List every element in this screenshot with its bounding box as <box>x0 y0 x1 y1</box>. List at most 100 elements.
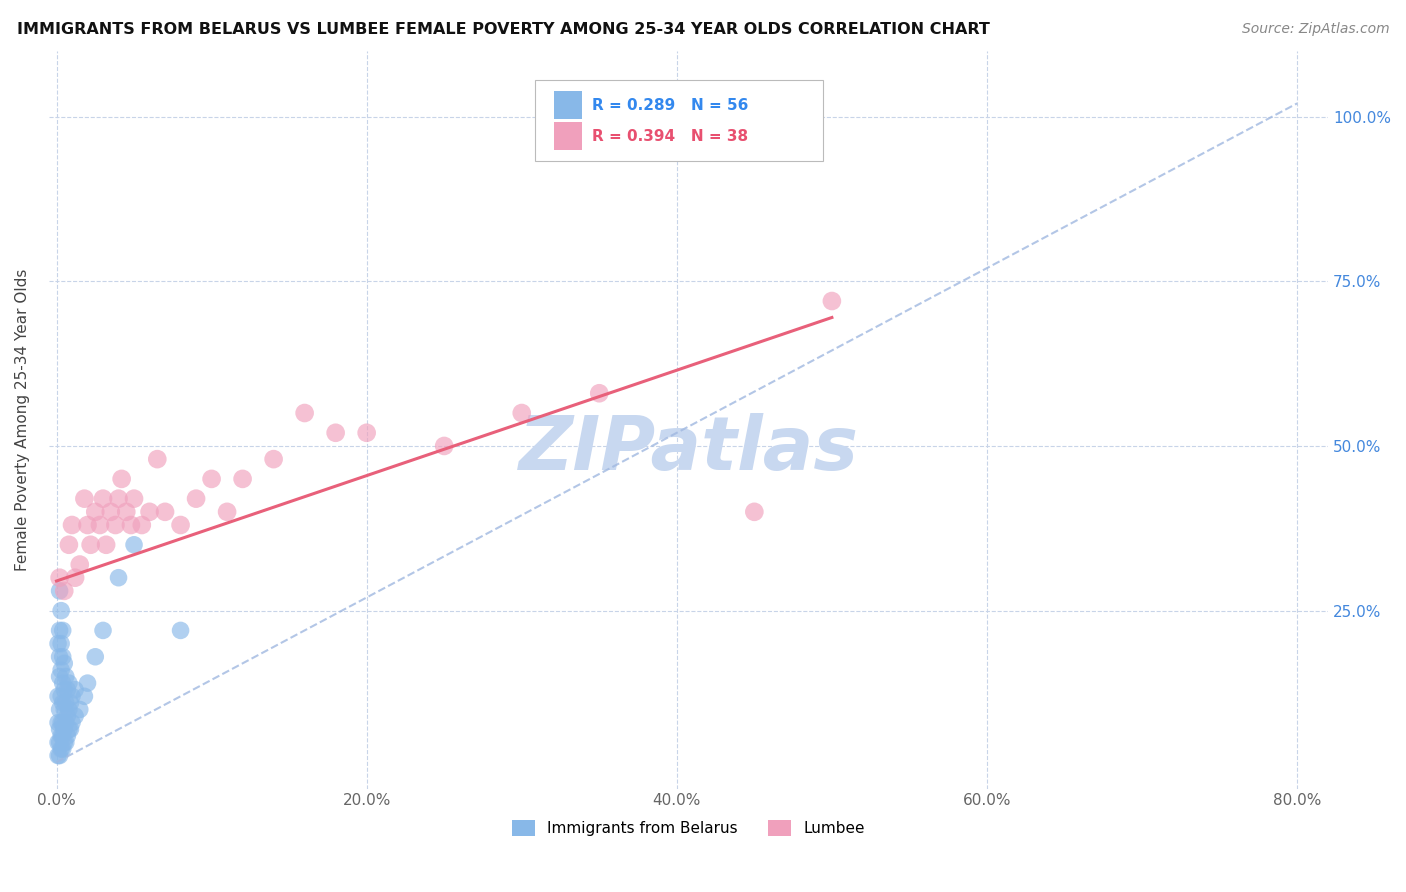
Point <box>69 702 91 716</box>
Point <box>59 723 82 737</box>
Point <box>76 676 98 690</box>
Point <box>91 491 114 506</box>
Point <box>49 663 72 677</box>
Point <box>89 518 111 533</box>
Point <box>111 472 134 486</box>
Point <box>48 649 70 664</box>
Point <box>48 702 70 716</box>
Point <box>63 709 86 723</box>
Point <box>63 682 86 697</box>
Point <box>56 729 79 743</box>
Point <box>104 518 127 533</box>
Point <box>49 729 72 743</box>
Point <box>55 669 77 683</box>
Point <box>63 571 86 585</box>
Point <box>60 715 83 730</box>
Point <box>48 669 70 683</box>
Point <box>48 748 70 763</box>
Point <box>73 690 96 704</box>
Point <box>131 518 153 533</box>
Point <box>49 715 72 730</box>
Point <box>153 505 176 519</box>
Bar <box>554 91 582 120</box>
Point <box>232 472 254 486</box>
Point <box>263 452 285 467</box>
Point <box>79 538 101 552</box>
Point <box>73 491 96 506</box>
Point <box>48 735 70 749</box>
Point <box>48 571 70 585</box>
Point <box>48 723 70 737</box>
Point <box>48 583 70 598</box>
Text: R = 0.394   N = 38: R = 0.394 N = 38 <box>592 128 748 144</box>
Point <box>433 439 456 453</box>
Text: R = 0.289   N = 56: R = 0.289 N = 56 <box>592 98 749 112</box>
Point <box>169 624 191 638</box>
Point <box>107 571 129 585</box>
Point <box>100 505 122 519</box>
Point <box>510 406 533 420</box>
Point <box>120 518 142 533</box>
Point <box>53 735 76 749</box>
Point <box>52 649 75 664</box>
Point <box>69 558 91 572</box>
Point <box>138 505 160 519</box>
Point <box>49 637 72 651</box>
Point <box>53 657 76 671</box>
Point <box>56 709 79 723</box>
Point <box>76 518 98 533</box>
Point <box>122 538 145 552</box>
Point <box>325 425 347 440</box>
Point <box>55 696 77 710</box>
Point <box>84 505 107 519</box>
Point <box>146 452 169 467</box>
Point <box>58 723 80 737</box>
Point <box>122 491 145 506</box>
Point <box>184 491 207 506</box>
Point <box>94 538 117 552</box>
Point <box>59 696 82 710</box>
Point <box>48 624 70 638</box>
Point <box>46 637 69 651</box>
Point <box>294 406 316 420</box>
Point <box>49 742 72 756</box>
Point <box>46 748 69 763</box>
Point <box>56 682 79 697</box>
Y-axis label: Female Poverty Among 25-34 Year Olds: Female Poverty Among 25-34 Year Olds <box>15 268 30 571</box>
Point <box>58 702 80 716</box>
Point <box>588 386 610 401</box>
Point <box>52 742 75 756</box>
Point <box>217 505 239 519</box>
Point <box>52 624 75 638</box>
Point <box>115 505 138 519</box>
Point <box>744 505 766 519</box>
Point <box>53 682 76 697</box>
Point <box>52 696 75 710</box>
Point <box>60 690 83 704</box>
Point <box>169 518 191 533</box>
Point <box>821 293 844 308</box>
Text: IMMIGRANTS FROM BELARUS VS LUMBEE FEMALE POVERTY AMONG 25-34 YEAR OLDS CORRELATI: IMMIGRANTS FROM BELARUS VS LUMBEE FEMALE… <box>17 22 990 37</box>
Point <box>52 729 75 743</box>
Point <box>46 715 69 730</box>
Point <box>55 735 77 749</box>
Point <box>49 690 72 704</box>
Legend: Immigrants from Belarus, Lumbee: Immigrants from Belarus, Lumbee <box>512 821 865 836</box>
Point <box>356 425 378 440</box>
FancyBboxPatch shape <box>534 80 823 161</box>
Point <box>46 735 69 749</box>
Point <box>60 518 83 533</box>
Point <box>55 715 77 730</box>
Point <box>58 538 80 552</box>
Point <box>53 583 76 598</box>
Point <box>58 676 80 690</box>
Point <box>91 624 114 638</box>
Point <box>52 715 75 730</box>
Point <box>200 472 222 486</box>
Point <box>53 723 76 737</box>
Point <box>84 649 107 664</box>
Point <box>49 604 72 618</box>
Text: ZIPatlas: ZIPatlas <box>519 413 859 485</box>
Point <box>46 690 69 704</box>
Point <box>107 491 129 506</box>
